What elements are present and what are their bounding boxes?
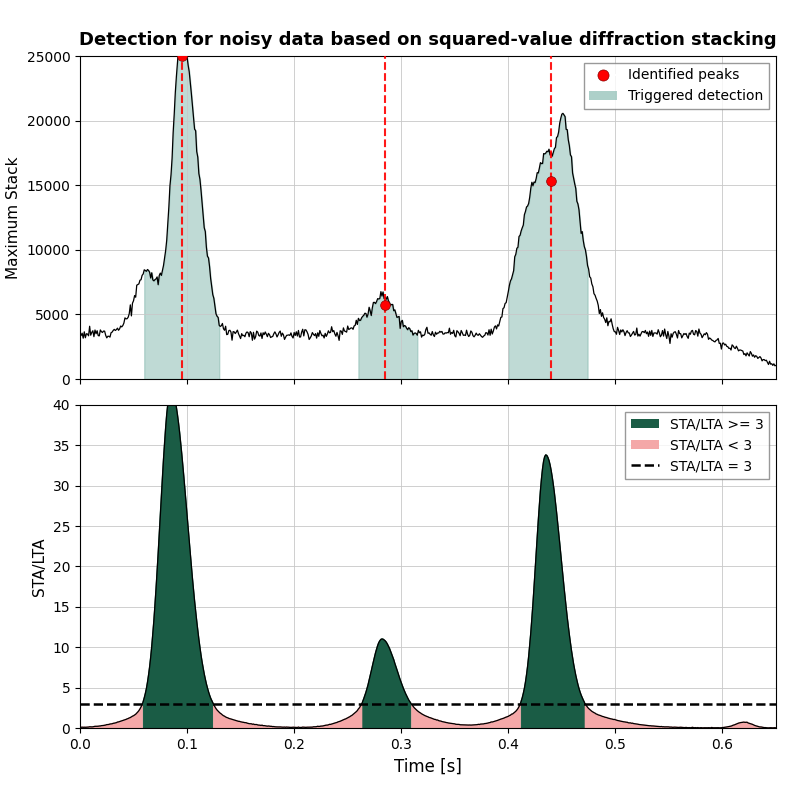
Y-axis label: Maximum Stack: Maximum Stack [6, 156, 21, 278]
X-axis label: Time [s]: Time [s] [394, 758, 462, 775]
Legend: STA/LTA >= 3, STA/LTA < 3, STA/LTA = 3: STA/LTA >= 3, STA/LTA < 3, STA/LTA = 3 [626, 412, 769, 479]
Y-axis label: STA/LTA: STA/LTA [32, 538, 47, 596]
Legend: Identified peaks, Triggered detection: Identified peaks, Triggered detection [584, 63, 769, 109]
Title: Detection for noisy data based on squared-value diffraction stacking: Detection for noisy data based on square… [79, 31, 777, 49]
